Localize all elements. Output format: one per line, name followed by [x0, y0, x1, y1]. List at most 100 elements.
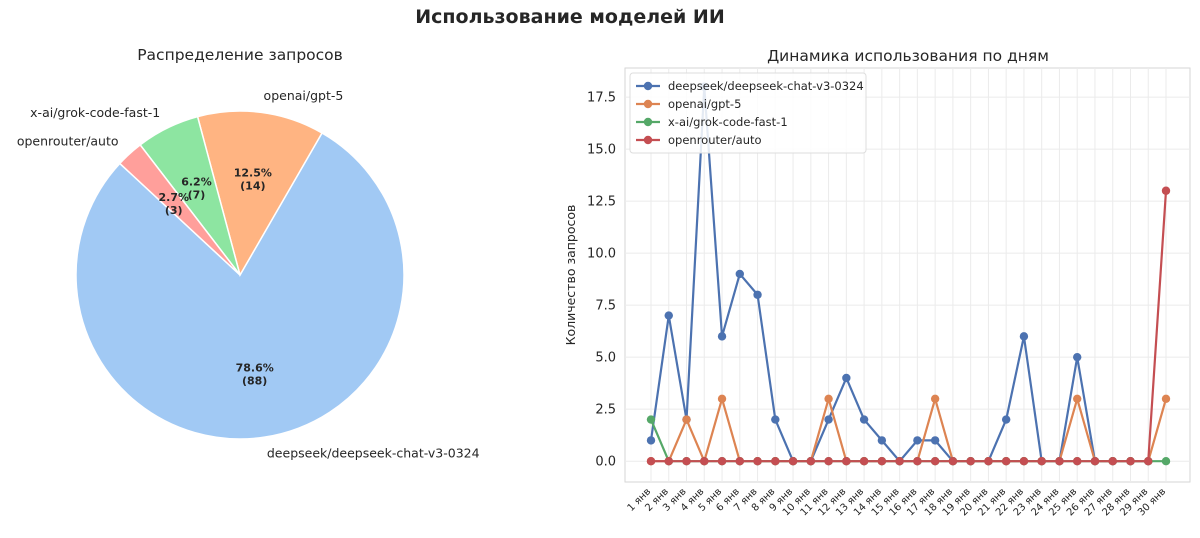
pie-chart: Распределение запросов deepseek/deepseek…	[17, 46, 480, 460]
data-point-openrouter-auto	[646, 456, 656, 466]
pie-pct-openai-gpt-5: 12.5%	[234, 166, 272, 179]
data-point-deepseek-deepseek-chat-v3-0324	[1073, 352, 1082, 362]
pie-count-deepseek-deepseek-chat-v3-0324: (88)	[242, 374, 267, 387]
line-legend: deepseek/deepseek-chat-v3-0324 openai/gpt…	[629, 72, 867, 154]
data-point-deepseek-deepseek-chat-v3-0324	[646, 436, 656, 445]
line-title: Динамика использования по дням	[767, 47, 1049, 65]
data-point-openrouter-auto	[1001, 456, 1011, 466]
data-point-openrouter-auto	[877, 456, 887, 466]
data-point-openrouter-auto	[930, 456, 940, 466]
pie-label-openrouter-auto: openrouter/auto	[17, 134, 119, 149]
line-chart: Динамика использования по дням 0.0 2.5 5.0…	[563, 47, 1191, 518]
data-point-deepseek-deepseek-chat-v3-0324	[824, 415, 833, 424]
data-point-openrouter-auto	[682, 456, 691, 466]
data-point-openrouter-auto	[717, 456, 727, 466]
data-point-deepseek-deepseek-chat-v3-0324	[859, 415, 869, 424]
data-point-openrouter-auto	[806, 456, 816, 466]
legend-marker	[643, 81, 653, 91]
y-tick-label: 0.0	[595, 455, 616, 470]
pie-slice-openrouter-auto	[118, 143, 241, 276]
y-tick-label: 5.0	[595, 351, 616, 366]
pie-label-x-ai-grok-code-fast-1: x-ai/grok-code-fast-1	[30, 105, 160, 120]
data-point-deepseek-deepseek-chat-v3-0324	[717, 332, 727, 341]
data-point-openrouter-auto	[984, 456, 993, 466]
data-point-deepseek-deepseek-chat-v3-0324	[771, 415, 780, 424]
data-point-openai-gpt-5	[824, 394, 833, 403]
data-point-openrouter-auto	[1108, 456, 1117, 466]
data-point-deepseek-deepseek-chat-v3-0324	[664, 311, 673, 320]
line-series	[646, 82, 1171, 466]
line-y-ticks: 0.0 2.5 5.0 7.5 10.0 12.5 15.0 17.5	[587, 91, 616, 470]
data-point-deepseek-deepseek-chat-v3-0324	[842, 373, 851, 383]
data-point-openrouter-auto	[913, 456, 922, 466]
legend-marker	[643, 99, 653, 109]
data-point-openrouter-auto	[966, 456, 975, 466]
pie-slices	[75, 110, 405, 440]
data-point-openrouter-auto	[700, 456, 709, 466]
data-point-openrouter-auto	[859, 456, 869, 466]
data-point-openai-gpt-5	[930, 394, 940, 403]
pie-count-x-ai-grok-code-fast-1: (7)	[188, 189, 206, 202]
legend-item-openrouter-auto: openrouter/auto	[636, 133, 762, 147]
pie-title: Распределение запросов	[137, 46, 343, 64]
data-point-openai-gpt-5	[1161, 394, 1171, 403]
data-point-deepseek-deepseek-chat-v3-0324	[1019, 332, 1029, 341]
figure-suptitle: Использование моделей ИИ	[415, 6, 725, 28]
data-point-deepseek-deepseek-chat-v3-0324	[930, 436, 940, 445]
pie-slice-openai-gpt-5	[196, 110, 324, 277]
legend-label: openrouter/auto	[668, 133, 762, 147]
data-point-openrouter-auto	[1037, 456, 1046, 466]
legend-label: deepseek/deepseek-chat-v3-0324	[668, 79, 864, 93]
data-point-openrouter-auto	[824, 456, 833, 466]
y-tick-label: 2.5	[595, 403, 616, 418]
data-point-openrouter-auto	[1073, 456, 1082, 466]
y-tick-label: 15.0	[587, 143, 616, 158]
data-point-x-ai-grok-code-fast-1	[646, 415, 656, 424]
data-point-deepseek-deepseek-chat-v3-0324	[877, 436, 887, 445]
data-point-openrouter-auto	[948, 456, 958, 466]
data-point-openrouter-auto	[1055, 456, 1064, 466]
data-point-openrouter-auto	[1090, 456, 1100, 466]
data-point-openrouter-auto	[771, 456, 780, 466]
data-point-deepseek-deepseek-chat-v3-0324	[735, 269, 744, 279]
pie-pct-openrouter-auto: 2.7%	[158, 191, 189, 204]
pie-pct-x-ai-grok-code-fast-1: 6.2%	[181, 176, 212, 189]
data-point-openai-gpt-5	[682, 415, 691, 424]
data-point-deepseek-deepseek-chat-v3-0324	[913, 436, 922, 445]
line-y-axis-label: Количество запросов	[563, 205, 578, 346]
data-point-openrouter-auto	[664, 456, 673, 466]
legend-label: x-ai/grok-code-fast-1	[668, 115, 788, 129]
data-point-deepseek-deepseek-chat-v3-0324	[753, 290, 762, 299]
data-point-openai-gpt-5	[1073, 394, 1082, 403]
legend-item-openai-gpt-5: openai/gpt-5	[636, 97, 741, 111]
data-point-deepseek-deepseek-chat-v3-0324	[1001, 415, 1011, 424]
y-tick-label: 12.5	[587, 195, 616, 210]
pie-label-openai-gpt-5: openai/gpt-5	[264, 88, 344, 103]
data-point-openrouter-auto	[842, 456, 851, 466]
data-point-openrouter-auto	[1126, 456, 1135, 466]
legend-marker	[643, 117, 653, 127]
legend-box	[629, 72, 867, 154]
data-point-openrouter-auto	[788, 456, 798, 466]
pie-count-openrouter-auto: (3)	[165, 204, 183, 217]
pie-label-deepseek-deepseek-chat-v3-0324: deepseek/deepseek-chat-v3-0324	[267, 445, 480, 460]
data-point-openrouter-auto	[1019, 456, 1029, 466]
data-point-x-ai-grok-code-fast-1	[1161, 456, 1171, 466]
data-point-openrouter-auto	[753, 456, 762, 466]
pie-slice-deepseek-deepseek-chat-v3-0324	[75, 131, 405, 440]
series-openrouter-auto	[646, 186, 1171, 466]
legend-marker	[643, 135, 653, 145]
legend-item-deepseek-deepseek-chat-v3-0324: deepseek/deepseek-chat-v3-0324	[636, 79, 864, 93]
data-point-openai-gpt-5	[717, 394, 727, 403]
y-tick-label: 7.5	[595, 299, 616, 314]
pie-pct-deepseek-deepseek-chat-v3-0324: 78.6%	[236, 361, 274, 374]
data-point-openrouter-auto	[895, 456, 904, 466]
y-tick-label: 17.5	[587, 91, 616, 106]
pie-labels: deepseek/deepseek-chat-v3-0324 78.6%(88) o…	[17, 88, 480, 460]
data-point-openrouter-auto	[1144, 456, 1153, 466]
y-tick-label: 10.0	[587, 247, 616, 262]
legend-label: openai/gpt-5	[668, 97, 741, 111]
legend-item-x-ai-grok-code-fast-1: x-ai/grok-code-fast-1	[636, 115, 788, 129]
